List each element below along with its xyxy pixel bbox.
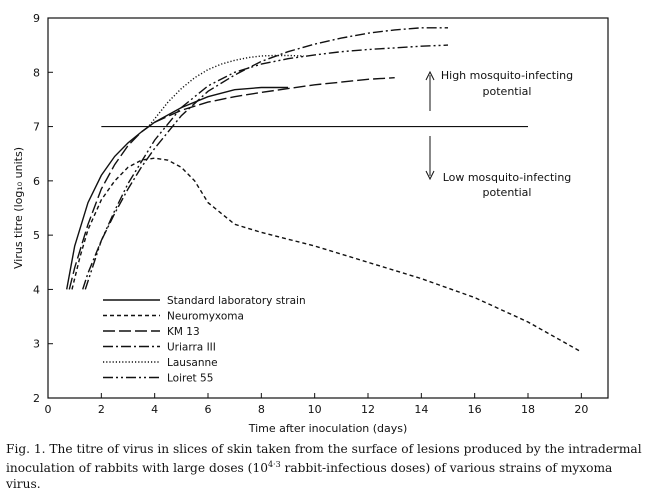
series-line-km-13 [68,77,395,290]
figure-caption: Fig. 1. The titre of virus in slices of … [6,441,650,492]
series-line-lausanne [148,54,305,126]
caption-text-before: The titre of virus in slices of skin tak… [6,442,642,476]
x-tick-label: 0 [45,403,52,416]
x-tick-label: 12 [361,403,375,416]
series-line-standard-laboratory-strain [66,86,288,290]
x-tick-label: 10 [308,403,322,416]
series-line-neuromyxoma [71,157,582,353]
y-axis-ticks: 2 3 4 5 6 7 8 9 [33,12,53,405]
x-tick-label: 8 [258,403,265,416]
series-group [66,27,582,353]
y-tick-label: 5 [33,229,40,242]
series-line-uriarra-iii [82,27,448,290]
annotation-high-line2: potential [483,85,532,98]
y-tick-label: 6 [33,175,40,188]
y-tick-label: 8 [33,66,40,79]
y-tick-label: 9 [33,12,40,25]
legend-label: Standard laboratory strain [167,295,306,307]
caption-superscript: 4·3 [267,460,281,469]
x-tick-label: 18 [521,403,535,416]
annotation-high-line1: High mosquito-infecting [441,69,573,82]
x-axis-ticks: 0 2 4 6 8 10 12 14 16 18 20 [45,393,588,416]
series-line-loiret-55 [84,44,449,290]
plot-frame [47,17,609,399]
legend-label: KM 13 [167,326,200,338]
x-axis-label: Time after inoculation (days) [248,422,408,435]
y-axis-label: Virus titre (log₁₀ units) [12,147,25,269]
x-tick-label: 6 [205,403,212,416]
legend-label: Lausanne [167,357,218,369]
legend: Standard laboratory strain Neuromyxoma KM … [103,295,306,385]
down-arrow-icon [425,170,435,181]
annotation-low-line2: potential [483,186,532,199]
up-arrow-icon [425,70,435,81]
x-tick-label: 20 [574,403,588,416]
x-tick-label: 2 [98,403,105,416]
legend-label: Loiret 55 [167,373,213,385]
annotation-low-line1: Low mosquito-infecting [443,171,572,184]
x-tick-label: 16 [468,403,482,416]
y-tick-label: 4 [33,283,40,296]
x-tick-label: 4 [151,403,158,416]
y-tick-label: 2 [33,392,40,405]
y-tick-label: 7 [33,121,40,134]
annotation-low: Low mosquito-infecting potential [425,136,572,199]
legend-label: Neuromyxoma [167,311,244,323]
annotation-high: High mosquito-infecting potential [425,69,573,111]
caption-label: Fig. 1. [6,442,46,456]
caption-text-after: rabbit-infectious doses) of various stra… [6,461,613,492]
x-tick-label: 14 [414,403,428,416]
y-tick-label: 3 [33,338,40,351]
legend-label: Uriarra III [167,342,216,354]
